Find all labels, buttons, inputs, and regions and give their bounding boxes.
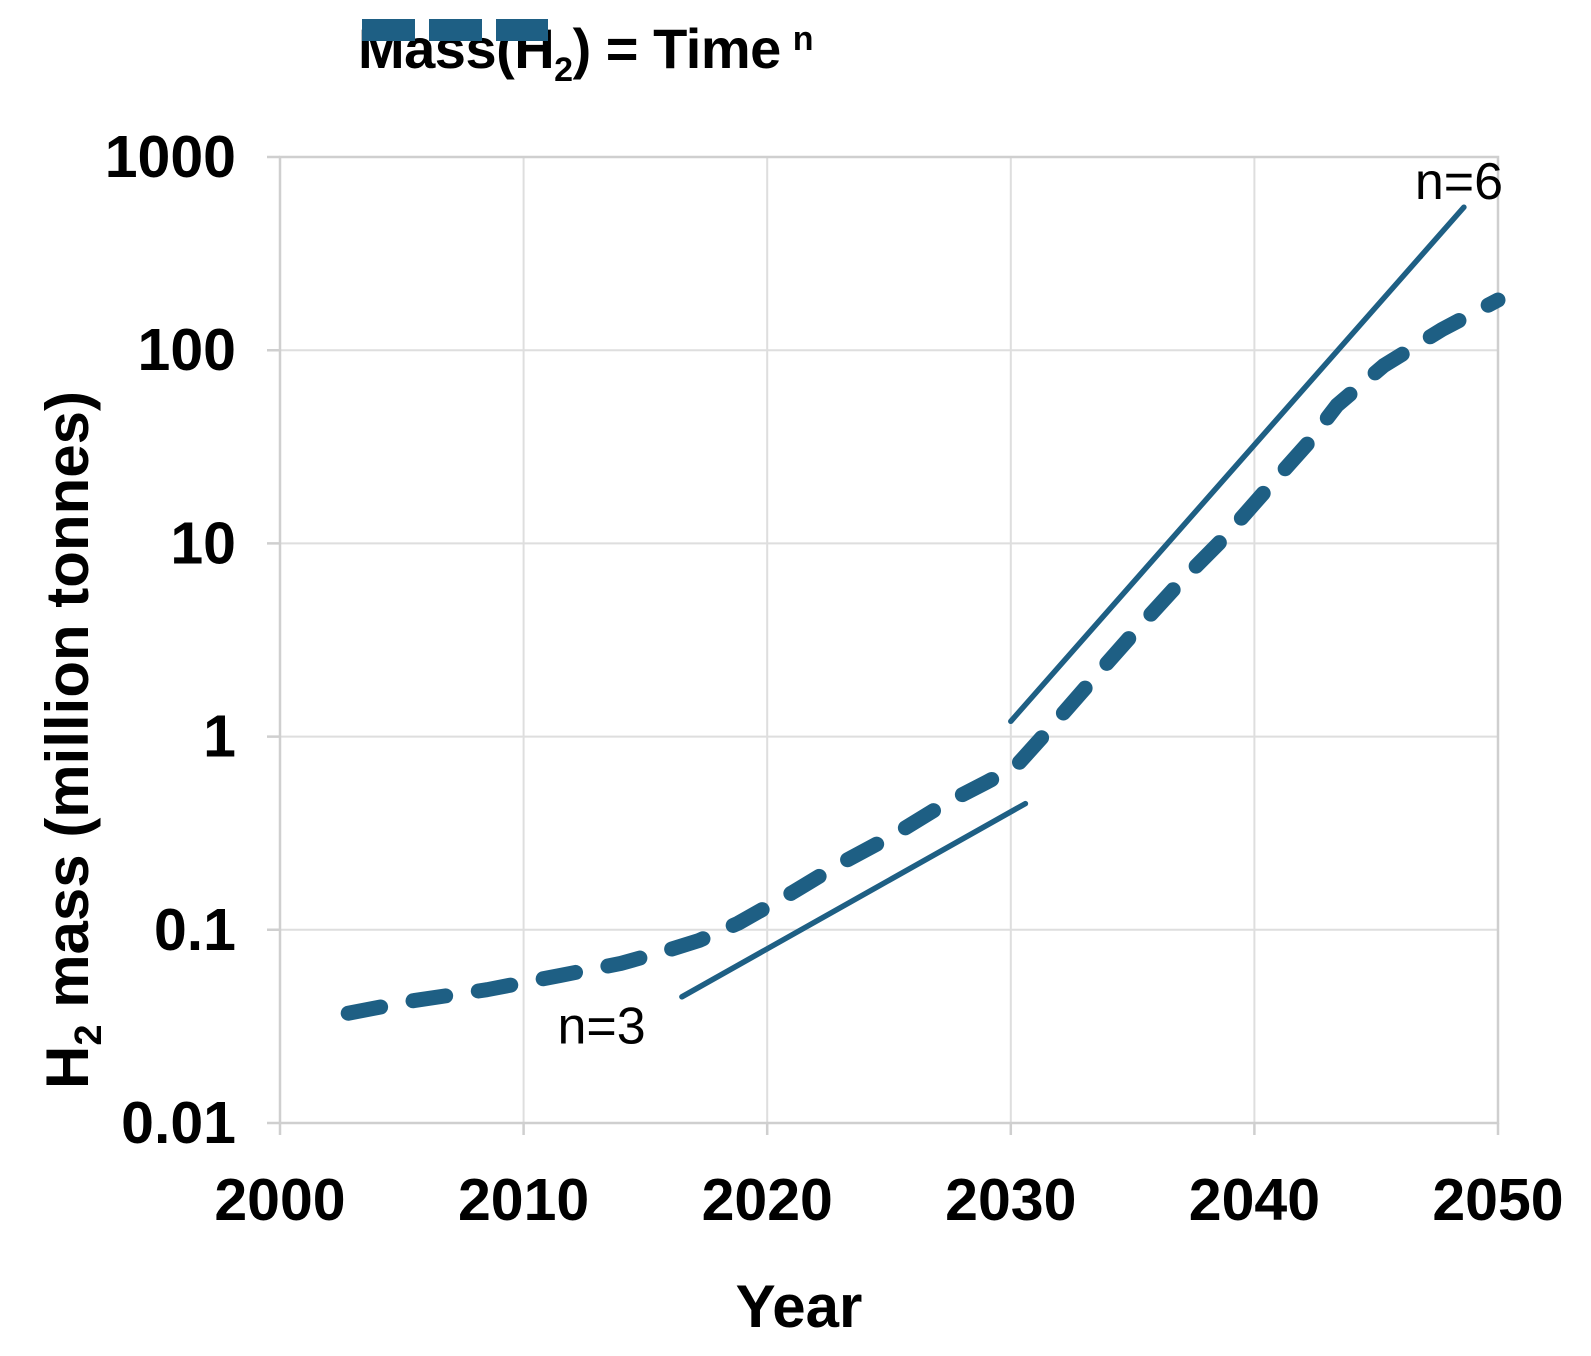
x-tick-label: 2020 (702, 1167, 833, 1233)
plot-border (278, 155, 1500, 1125)
x-tick-label: 2010 (458, 1167, 589, 1233)
y-tick-label: 0.1 (154, 897, 236, 963)
y-tick-label: 0.01 (121, 1090, 236, 1156)
n6-guide-line (1008, 204, 1467, 725)
x-tick-label: 2030 (945, 1167, 1076, 1233)
n3-guide-line (679, 800, 1029, 1000)
axis-tick-marks (267, 155, 1500, 1135)
dashed-line-icon (362, 19, 548, 41)
legend-label-mid: ) = Time (572, 17, 782, 80)
n3-annotation: n=3 (557, 997, 645, 1055)
legend-label-subscript: 2 (554, 51, 573, 89)
x-tick-label: 2040 (1189, 1167, 1320, 1233)
y-axis-title: H2 mass (million tonnes) (34, 391, 110, 1089)
y-tick-label: 1 (203, 704, 236, 770)
legend-label-superscript: n (792, 20, 814, 58)
y-tick-label: 100 (138, 317, 236, 383)
gridlines (279, 156, 1499, 1124)
h2-mass-curve (340, 292, 1506, 1021)
x-tick-label: 2000 (214, 1167, 345, 1233)
legend: Mass(H2) = Time n (358, 16, 814, 90)
y-tick-label: 10 (170, 510, 236, 576)
y-tick-label: 1000 (105, 124, 236, 190)
x-tick-label: 2050 (1432, 1167, 1563, 1233)
n6-annotation: n=6 (1415, 153, 1503, 211)
x-axis-title: Year (736, 1273, 863, 1340)
